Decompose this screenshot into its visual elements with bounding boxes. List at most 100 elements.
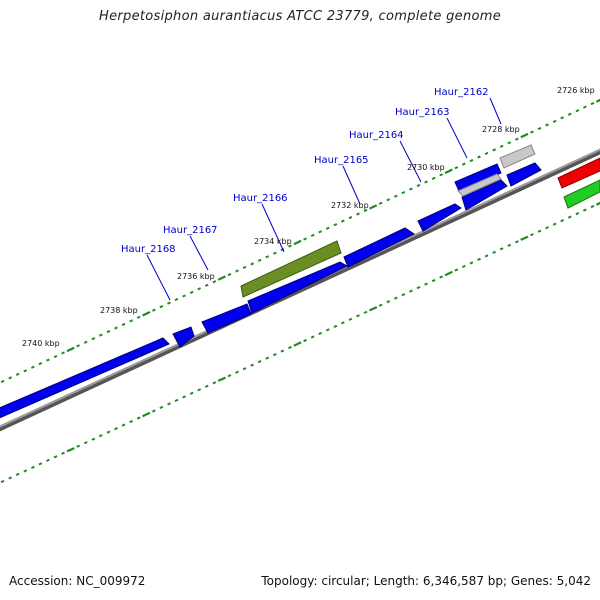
minor-tick xyxy=(386,198,391,202)
gene-haur-2166-selected[interactable] xyxy=(240,240,342,298)
minor-tick xyxy=(61,451,65,455)
minor-tick xyxy=(129,419,134,424)
minor-tick xyxy=(174,297,179,302)
minor-tick xyxy=(514,240,519,244)
minor-tick xyxy=(530,233,534,237)
minor-tick xyxy=(325,226,330,230)
minor-tick xyxy=(537,126,542,131)
rna-gene-green[interactable] xyxy=(563,179,600,209)
minor-tick xyxy=(15,372,20,376)
minor-tick xyxy=(204,384,209,388)
minor-tick xyxy=(91,437,96,441)
minor-tick xyxy=(250,262,255,266)
kbp-label-2738: 2738 kbp xyxy=(100,306,138,315)
major-tick xyxy=(142,411,151,418)
gene-haur-2165[interactable] xyxy=(343,227,415,268)
minor-tick xyxy=(197,287,202,291)
major-tick xyxy=(217,275,226,281)
outer-tick-track xyxy=(0,98,600,384)
minor-tick xyxy=(272,251,277,255)
backbone-shadow xyxy=(0,150,600,432)
minor-tick xyxy=(235,269,239,273)
pseudo-gene[interactable] xyxy=(457,173,502,197)
minor-tick xyxy=(461,162,466,166)
gene-haur-2163-top[interactable] xyxy=(454,163,502,192)
gene-label-haur-2164[interactable]: Haur_2164 xyxy=(349,130,404,141)
gene-haur-2167[interactable] xyxy=(201,303,252,334)
minor-tick xyxy=(83,340,88,344)
minor-tick xyxy=(401,293,406,297)
gene-haur-2166-forward[interactable] xyxy=(247,261,349,314)
minor-tick xyxy=(61,351,65,355)
minor-tick xyxy=(378,303,383,307)
gene-haur-2169[interactable] xyxy=(0,337,170,422)
minor-tick xyxy=(409,289,413,293)
gene-label-haur-2168[interactable]: Haur_2168 xyxy=(121,244,176,255)
minor-tick xyxy=(23,369,28,373)
gene-label-haur-2167[interactable]: Haur_2167 xyxy=(163,225,218,236)
minor-tick xyxy=(318,230,323,234)
minor-tick xyxy=(83,441,88,445)
gene-label-haur-2162[interactable]: Haur_2162 xyxy=(434,87,489,98)
minor-tick xyxy=(167,301,171,305)
minor-tick xyxy=(575,211,580,216)
minor-tick xyxy=(340,321,345,325)
major-tick xyxy=(66,447,75,453)
major-tick xyxy=(66,346,75,353)
minor-tick xyxy=(227,272,232,277)
minor-tick xyxy=(409,187,413,191)
gene-haur-2162[interactable] xyxy=(506,162,542,187)
minor-tick xyxy=(507,243,512,247)
minor-tick xyxy=(257,258,262,262)
minor-tick xyxy=(590,204,595,209)
minor-tick xyxy=(182,395,186,399)
gene-labels: Haur_2162 Haur_2163 Haur_2164 Haur_2165 … xyxy=(121,87,489,255)
minor-tick xyxy=(499,144,504,148)
major-tick xyxy=(444,270,453,277)
minor-tick xyxy=(431,176,436,181)
minor-tick xyxy=(8,476,13,480)
gene-haur-2168[interactable] xyxy=(172,326,195,348)
minor-tick xyxy=(575,109,580,113)
minor-tick xyxy=(477,155,481,159)
minor-tick xyxy=(197,388,202,392)
major-tick xyxy=(520,235,529,241)
minor-tick xyxy=(499,247,504,251)
minor-tick xyxy=(288,345,292,350)
minor-tick xyxy=(265,255,270,259)
major-tick xyxy=(293,239,302,246)
minor-tick xyxy=(356,314,360,318)
minor-tick xyxy=(98,333,103,337)
minor-tick xyxy=(235,370,239,374)
pseudo-gene-2162[interactable] xyxy=(499,144,536,169)
minor-tick xyxy=(106,430,111,434)
minor-tick xyxy=(333,223,338,227)
rna-gene-red[interactable] xyxy=(557,157,600,189)
minor-tick xyxy=(431,278,436,283)
minor-tick xyxy=(114,426,118,431)
gene-haur-2164[interactable] xyxy=(417,203,462,232)
minor-tick xyxy=(492,250,497,254)
major-tick xyxy=(520,132,529,139)
gene-label-haur-2163[interactable]: Haur_2163 xyxy=(395,107,450,118)
minor-tick xyxy=(356,212,360,216)
inner-tick-track xyxy=(0,201,600,484)
minor-tick xyxy=(121,423,126,427)
minor-tick xyxy=(484,151,489,156)
gene-label-haur-2166[interactable]: Haur_2166 xyxy=(233,193,288,204)
gene-label-haur-2165[interactable]: Haur_2165 xyxy=(314,155,369,166)
minor-tick xyxy=(303,237,307,241)
gene-track xyxy=(0,144,600,422)
gene-haur-2163[interactable] xyxy=(461,179,508,211)
gene-label-lines xyxy=(146,97,502,301)
minor-tick xyxy=(288,244,292,248)
major-tick xyxy=(444,168,453,174)
minor-tick xyxy=(98,434,103,438)
major-tick xyxy=(217,376,226,382)
kbp-label-2736: 2736 kbp xyxy=(177,272,215,281)
major-tick xyxy=(293,341,302,347)
minor-tick xyxy=(310,335,315,339)
minor-tick xyxy=(454,166,459,170)
minor-tick xyxy=(8,376,13,380)
kbp-label-2740: 2740 kbp xyxy=(22,339,60,348)
